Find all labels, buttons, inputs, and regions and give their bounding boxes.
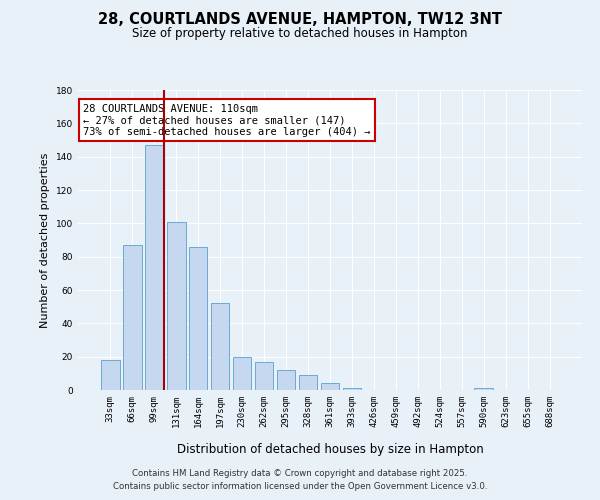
Bar — [255, 362, 274, 390]
Bar — [277, 370, 295, 390]
Bar — [123, 245, 142, 390]
Text: 28, COURTLANDS AVENUE, HAMPTON, TW12 3NT: 28, COURTLANDS AVENUE, HAMPTON, TW12 3NT — [98, 12, 502, 28]
Bar — [320, 384, 340, 390]
Y-axis label: Number of detached properties: Number of detached properties — [40, 152, 50, 328]
Text: 28 COURTLANDS AVENUE: 110sqm
← 27% of detached houses are smaller (147)
73% of s: 28 COURTLANDS AVENUE: 110sqm ← 27% of de… — [83, 104, 371, 136]
Text: Size of property relative to detached houses in Hampton: Size of property relative to detached ho… — [132, 28, 468, 40]
Bar — [101, 360, 119, 390]
Bar — [475, 388, 493, 390]
Bar — [167, 222, 185, 390]
Bar — [343, 388, 361, 390]
Bar — [145, 145, 164, 390]
Bar — [233, 356, 251, 390]
Bar — [189, 246, 208, 390]
Text: Contains public sector information licensed under the Open Government Licence v3: Contains public sector information licen… — [113, 482, 487, 491]
Bar — [299, 375, 317, 390]
Text: Distribution of detached houses by size in Hampton: Distribution of detached houses by size … — [176, 442, 484, 456]
Text: Contains HM Land Registry data © Crown copyright and database right 2025.: Contains HM Land Registry data © Crown c… — [132, 468, 468, 477]
Bar — [211, 304, 229, 390]
